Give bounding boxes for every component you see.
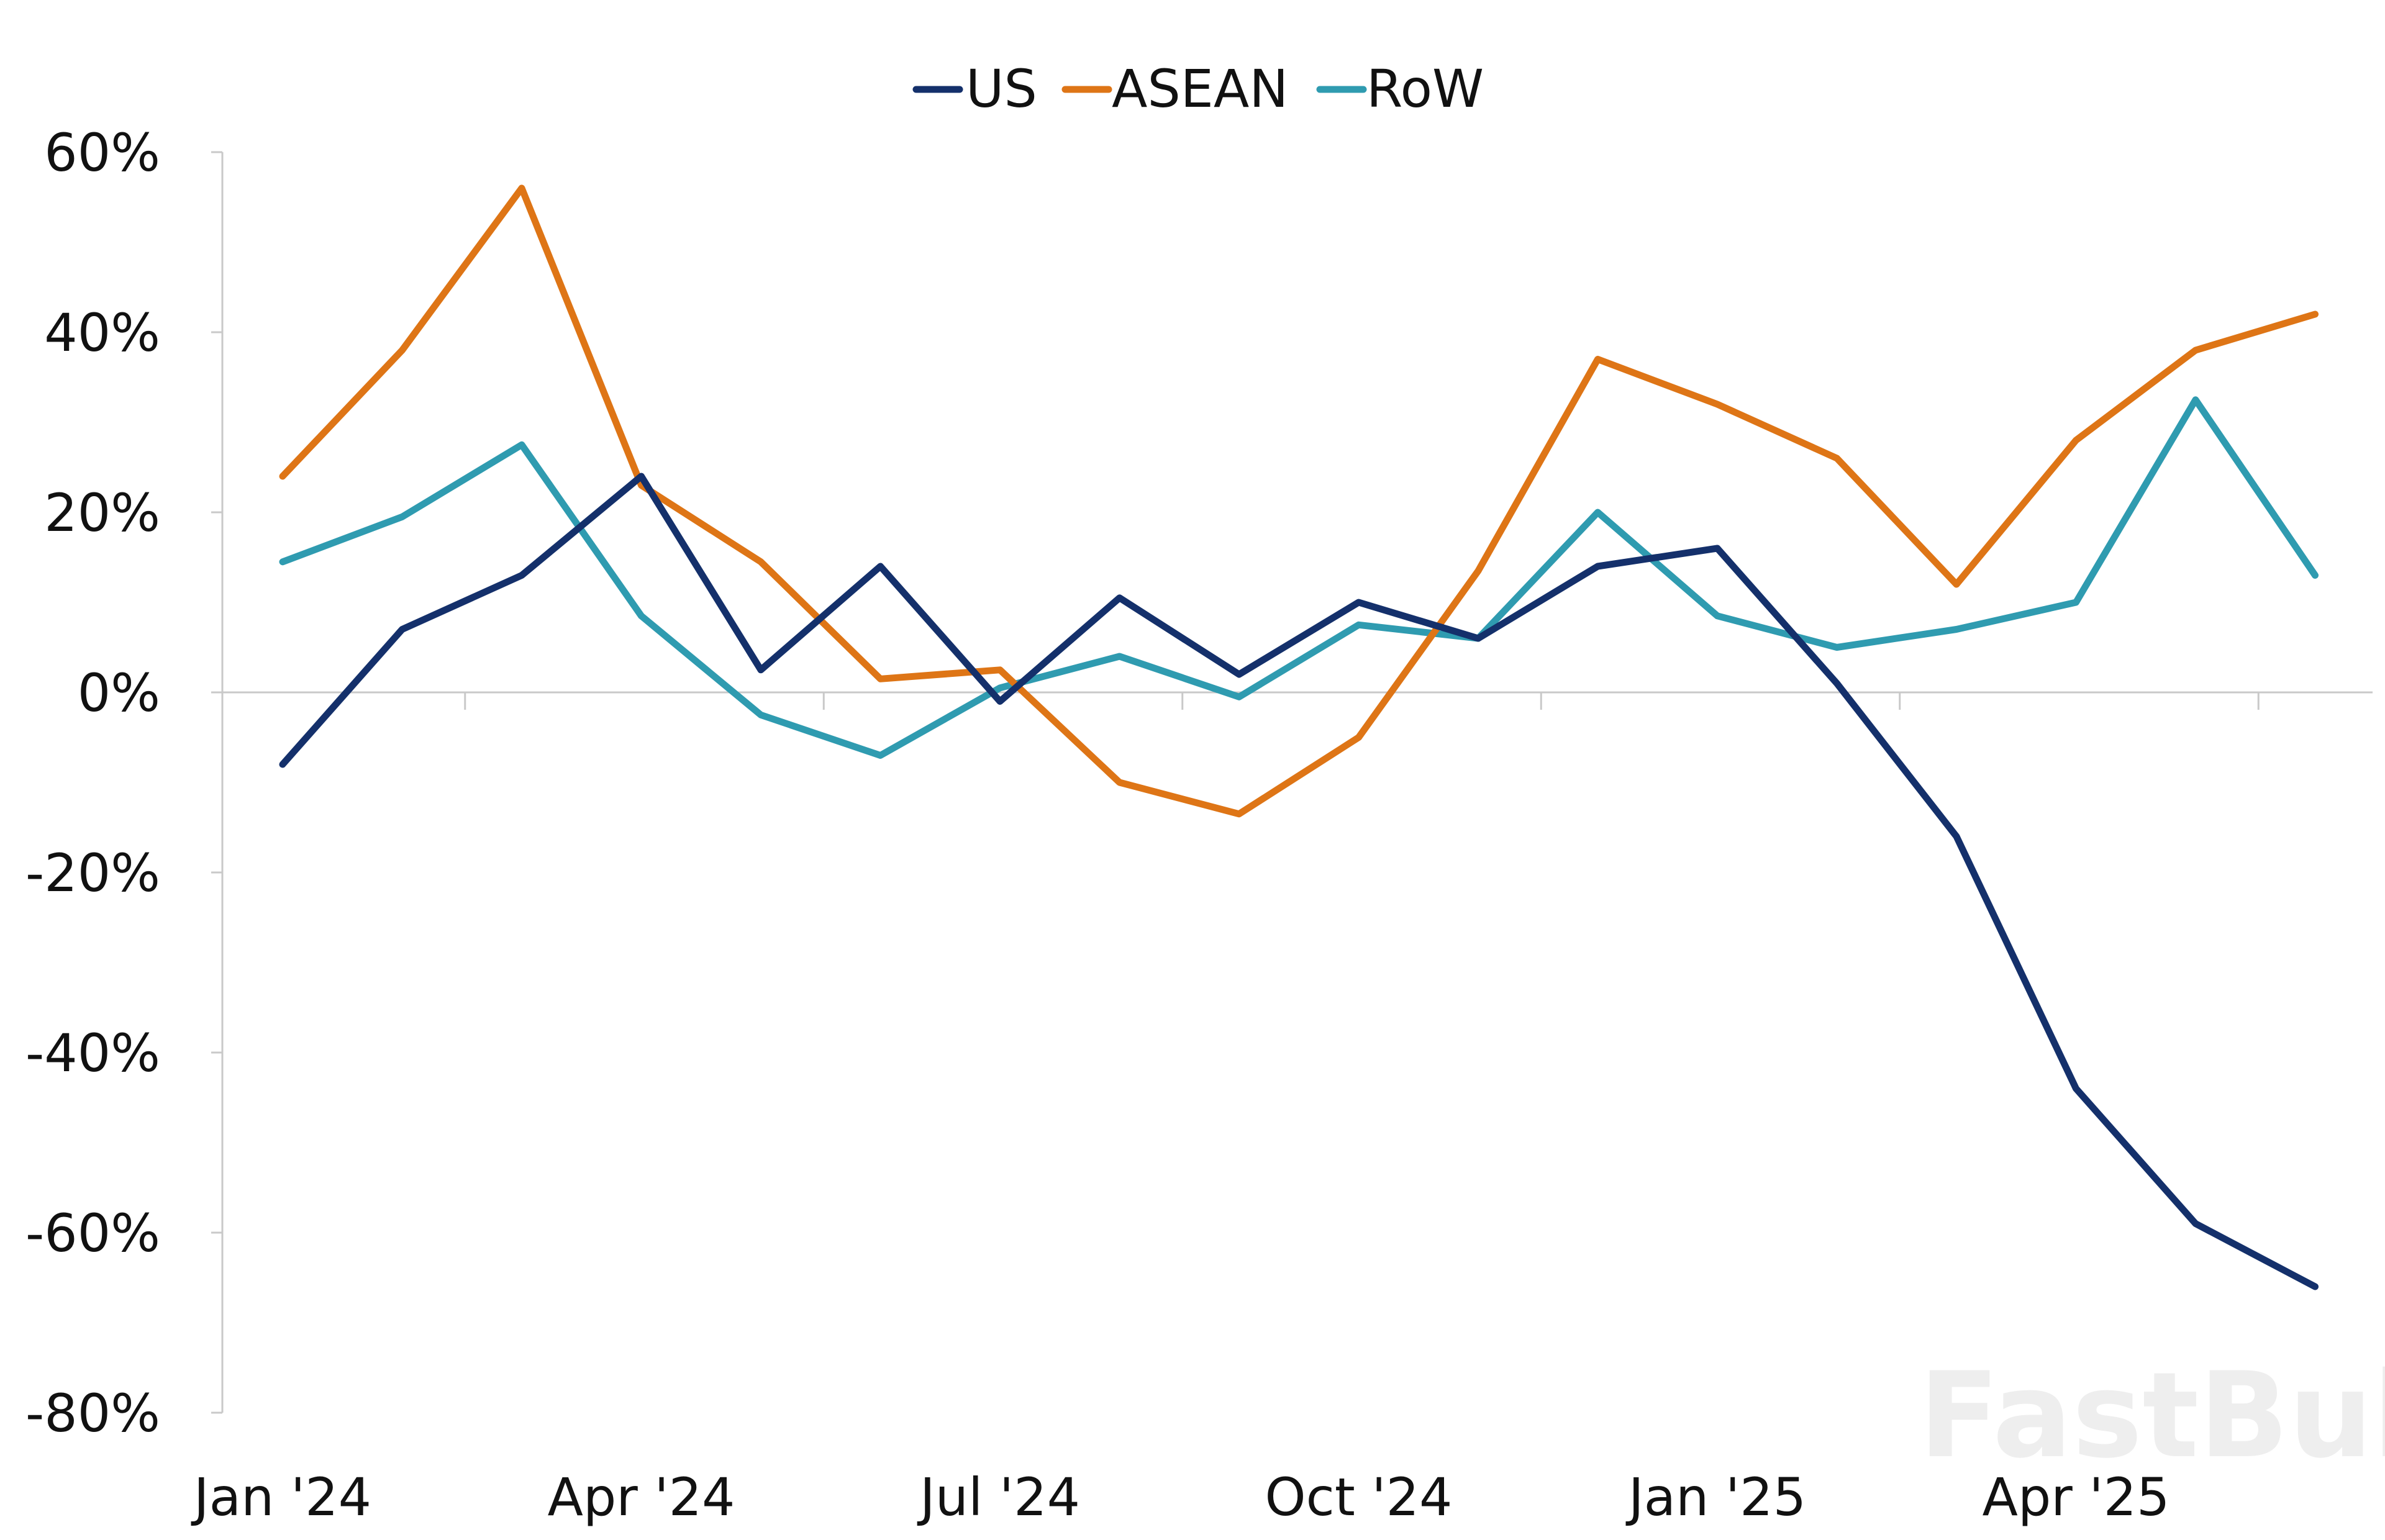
x-axis-tick-labels: Jan '24 Apr '24 Jul '24 Oct '24 Jan '25 Apr '… (191, 1467, 2170, 1528)
series-line-row (279, 396, 2319, 759)
y-tick-label: 60% (44, 122, 160, 183)
y-tick-label: -60% (25, 1203, 160, 1264)
legend-item-us: US (912, 58, 1037, 119)
y-tick-label: 20% (44, 482, 160, 543)
legend-item-asean: ASEAN (1061, 58, 1288, 119)
y-tick-label: -40% (25, 1023, 160, 1084)
y-tick-label: -20% (25, 843, 160, 904)
legend-label: US (966, 58, 1037, 119)
x-tick-label: Oct '24 (1265, 1467, 1453, 1528)
x-tick-label: Jan '24 (191, 1467, 371, 1528)
legend-label: ASEAN (1112, 58, 1288, 119)
legend-label: RoW (1366, 58, 1484, 119)
y-tick-label: -80% (25, 1383, 160, 1444)
y-axis-tick-labels: 60% 40% 20% 0% -20% -40% -60% -80% (25, 122, 160, 1444)
x-tick-label: Apr '25 (1983, 1467, 2170, 1528)
series-line-us (279, 473, 2319, 1290)
watermark: FastBull (1919, 1347, 2385, 1484)
x-tick-label: Jan '25 (1625, 1467, 1806, 1528)
x-tick-label: Apr '24 (548, 1467, 735, 1528)
y-tick-label: 0% (78, 663, 160, 723)
series-lines (279, 184, 2319, 1290)
legend-item-row: RoW (1316, 58, 1484, 119)
y-tick-label: 40% (44, 302, 160, 363)
legend: US ASEAN RoW (912, 58, 1484, 119)
x-tick-label: Jul '24 (917, 1467, 1080, 1528)
axes (211, 151, 2373, 1414)
series-line-asean (279, 184, 2319, 818)
watermark-text: FastBull (1919, 1347, 2385, 1484)
